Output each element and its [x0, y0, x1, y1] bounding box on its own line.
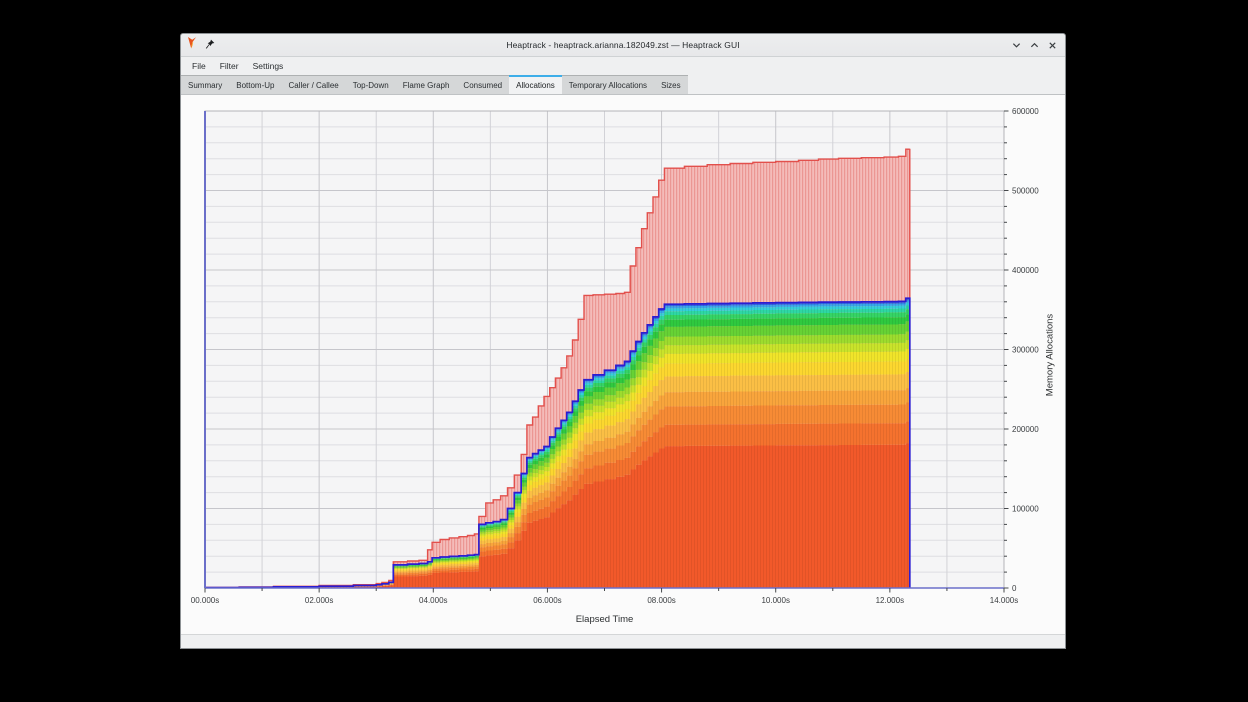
menubar: File Filter Settings [181, 57, 1065, 75]
tab-flame-graph[interactable]: Flame Graph [395, 75, 457, 94]
menu-item-file[interactable]: File [192, 61, 206, 71]
tab-top-down[interactable]: Top-Down [345, 75, 396, 94]
window-footer [181, 635, 1065, 648]
menu-item-settings[interactable]: Settings [252, 61, 284, 71]
tab-bar: Summary Bottom-Up Caller / Callee Top-Down F… [181, 75, 1065, 95]
stack-top-line [205, 297, 911, 589]
total-allocations-line [205, 148, 911, 589]
minimize-button[interactable] [1010, 39, 1023, 52]
pin-icon[interactable] [205, 36, 215, 54]
y-tick-label: 600000 [1012, 107, 1039, 116]
y-tick-label: 300000 [1012, 345, 1039, 354]
tab-sizes[interactable]: Sizes [654, 75, 688, 94]
y-tick-label: 0 [1012, 584, 1017, 593]
allocations-chart[interactable]: 00.000s 02.000s 04.000s 06.000s 08.000s 10.00… [181, 95, 1067, 639]
x-tick-label: 00.000s [191, 596, 219, 605]
menu-item-filter[interactable]: Filter [219, 61, 239, 71]
x-tick-label: 14.000s [990, 596, 1018, 605]
y-tick-label: 400000 [1012, 266, 1039, 275]
chart-panel: 00.000s 02.000s 04.000s 06.000s 08.000s 10.00… [181, 95, 1065, 635]
tab-summary[interactable]: Summary [181, 75, 230, 94]
stacked-bands-hatch [205, 298, 910, 588]
y-tick-label: 500000 [1012, 186, 1039, 195]
tab-allocations[interactable]: Allocations [509, 75, 562, 94]
window-controls [1010, 34, 1059, 56]
y-tick-label: 100000 [1012, 504, 1039, 513]
tab-temporary-allocations[interactable]: Temporary Allocations [561, 75, 655, 94]
x-tick-label: 10.000s [761, 596, 789, 605]
tab-caller-callee[interactable]: Caller / Callee [281, 75, 346, 94]
titlebar[interactable]: Heaptrack - heaptrack.arianna.182049.zst… [181, 34, 1065, 57]
x-tick-label: 02.000s [305, 596, 333, 605]
heaptrack-window: Heaptrack - heaptrack.arianna.182049.zst… [180, 33, 1066, 649]
x-tick-label: 12.000s [876, 596, 904, 605]
x-axis-title: Elapsed Time [575, 614, 634, 625]
maximize-button[interactable] [1028, 39, 1041, 52]
x-tick-label: 06.000s [533, 596, 561, 605]
tab-bottom-up[interactable]: Bottom-Up [229, 75, 282, 94]
x-tick-label: 04.000s [419, 596, 447, 605]
x-tick-label: 08.000s [647, 596, 675, 605]
tab-consumed[interactable]: Consumed [456, 75, 510, 94]
y-tick-label: 200000 [1012, 425, 1039, 434]
close-button[interactable] [1046, 39, 1059, 52]
heaptrack-app-icon [187, 36, 197, 54]
window-title: Heaptrack - heaptrack.arianna.182049.zst… [506, 40, 740, 50]
titlebar-icons [187, 34, 215, 56]
